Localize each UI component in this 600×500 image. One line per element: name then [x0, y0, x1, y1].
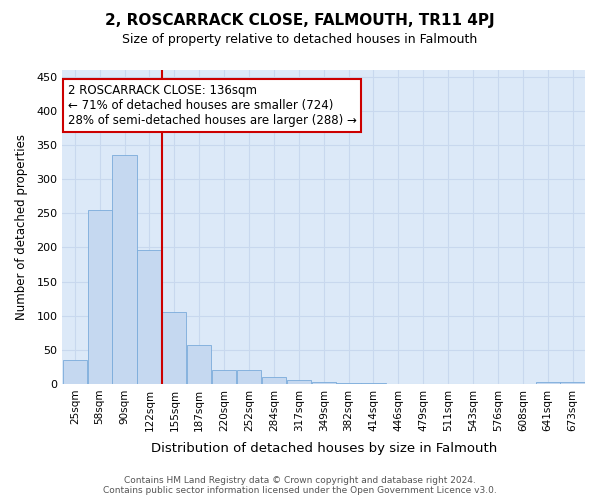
Bar — [187, 345, 211, 384]
Bar — [162, 312, 187, 384]
Y-axis label: Number of detached properties: Number of detached properties — [15, 134, 28, 320]
Bar — [62, 360, 87, 384]
Text: Contains HM Land Registry data © Crown copyright and database right 2024.
Contai: Contains HM Land Registry data © Crown c… — [103, 476, 497, 495]
Text: 2, ROSCARRACK CLOSE, FALMOUTH, TR11 4PJ: 2, ROSCARRACK CLOSE, FALMOUTH, TR11 4PJ — [105, 12, 495, 28]
Bar — [560, 382, 584, 384]
Bar — [311, 382, 336, 384]
X-axis label: Distribution of detached houses by size in Falmouth: Distribution of detached houses by size … — [151, 442, 497, 455]
Bar — [262, 377, 286, 384]
Bar — [287, 380, 311, 384]
Bar — [212, 370, 236, 384]
Text: Size of property relative to detached houses in Falmouth: Size of property relative to detached ho… — [122, 32, 478, 46]
Bar — [88, 210, 112, 384]
Bar — [137, 250, 161, 384]
Bar — [237, 370, 261, 384]
Bar — [536, 382, 560, 384]
Text: 2 ROSCARRACK CLOSE: 136sqm
← 71% of detached houses are smaller (724)
28% of sem: 2 ROSCARRACK CLOSE: 136sqm ← 71% of deta… — [68, 84, 356, 127]
Bar — [112, 156, 137, 384]
Bar — [361, 383, 386, 384]
Bar — [337, 383, 361, 384]
